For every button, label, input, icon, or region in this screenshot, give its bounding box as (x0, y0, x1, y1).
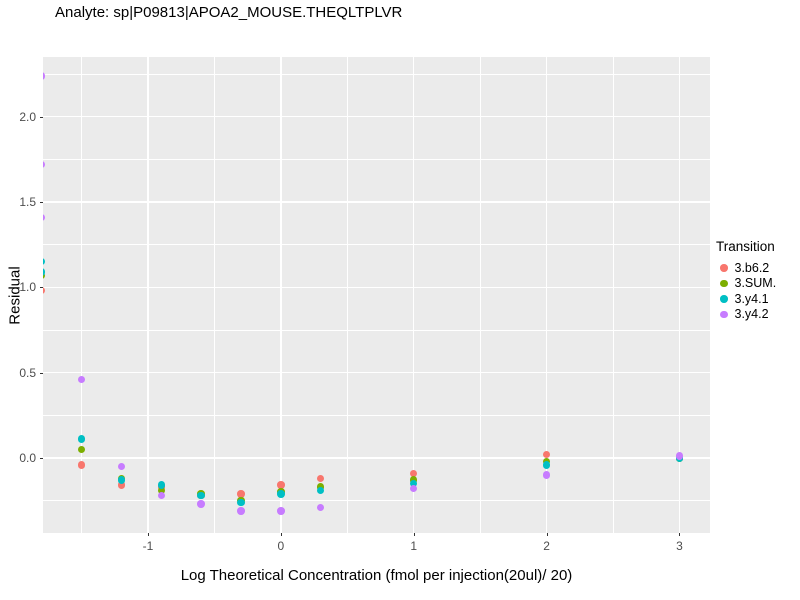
data-point (316, 503, 325, 512)
y-minor-gridline (43, 73, 710, 75)
data-point (197, 500, 205, 508)
y-tick-mark (40, 287, 43, 289)
chart-title: Analyte: sp|P09813|APOA2_MOUSE.THEQLTPLV… (55, 4, 403, 21)
x-tick-mark (280, 533, 282, 536)
y-axis-title: Residual (6, 266, 24, 325)
legend-item: 3.y4.2 (716, 307, 776, 323)
y-tick-mark (40, 372, 43, 374)
data-point (542, 461, 551, 469)
y-minor-gridline (43, 244, 710, 245)
data-point (157, 481, 165, 489)
data-point (237, 498, 245, 507)
legend-items: 3.b6.2 3.SUM. 3.y4.1 3.y4.2 (716, 260, 776, 322)
data-point (277, 481, 285, 489)
legend-item-label: 3.b6.2 (734, 260, 770, 275)
y-major-gridline (43, 286, 710, 288)
data-point (117, 476, 126, 484)
data-point (77, 375, 86, 384)
data-point (117, 481, 126, 489)
data-point (117, 462, 126, 471)
legend-item: 3.b6.2 (716, 260, 776, 276)
x-tick-mark (413, 533, 415, 536)
y-tick-label: 0.5 (19, 365, 36, 380)
x-tick-label: 1 (410, 539, 418, 553)
x-minor-gridline (346, 57, 348, 533)
y-tick-label: 2.0 (19, 109, 36, 124)
x-major-gridline (147, 57, 149, 533)
data-point (43, 286, 46, 295)
legend-swatch (720, 279, 728, 287)
data-point (409, 484, 418, 493)
legend-swatch (720, 264, 728, 272)
data-point (43, 257, 46, 266)
legend-title: Transition (716, 239, 775, 254)
data-point (77, 435, 86, 443)
data-point (43, 268, 46, 276)
plot-panel (43, 57, 710, 533)
data-point (157, 491, 165, 500)
data-point (77, 445, 86, 454)
legend-swatch (720, 295, 728, 303)
legend-item: 3.y4.1 (716, 291, 776, 307)
data-point (316, 474, 325, 483)
y-major-gridline (43, 371, 710, 374)
legend-item-label: 3.y4.2 (734, 307, 769, 322)
x-axis-title: Log Theoretical Concentration (fmol per … (180, 567, 573, 584)
legend: Transition 3.b6.2 3.SUM. 3.y4.1 3.y4.2 (716, 239, 776, 322)
y-minor-gridline (43, 414, 710, 416)
y-minor-gridline (43, 159, 710, 160)
y-major-gridline (43, 116, 710, 118)
x-major-gridline (280, 57, 282, 533)
data-point (316, 486, 325, 495)
x-minor-gridline (81, 57, 82, 533)
x-minor-gridline (479, 57, 481, 533)
data-point (197, 491, 205, 500)
x-tick-mark (546, 533, 548, 536)
data-point (277, 490, 285, 498)
x-major-gridline (413, 57, 415, 533)
data-point (542, 471, 551, 479)
y-tick-mark (40, 202, 43, 204)
x-tick-mark (147, 533, 149, 536)
x-tick-label: 3 (676, 539, 683, 553)
legend-item-label: 3.SUM. (734, 276, 777, 291)
data-point (409, 469, 418, 478)
data-point (277, 507, 285, 515)
y-minor-gridline (43, 329, 710, 331)
data-point (43, 72, 46, 80)
y-tick-mark (40, 457, 43, 459)
y-tick-mark (40, 116, 43, 118)
data-point (77, 461, 86, 469)
x-tick-label: 2 (543, 539, 550, 553)
y-tick-label: 1.0 (19, 280, 36, 295)
data-point (43, 213, 46, 222)
x-major-gridline (678, 57, 681, 533)
y-tick-label: 0.0 (19, 450, 36, 465)
data-point (237, 490, 245, 498)
data-point (43, 271, 46, 280)
y-major-gridline (43, 457, 710, 459)
x-major-gridline (545, 57, 548, 533)
legend-swatch (720, 310, 728, 318)
x-tick-mark (679, 533, 681, 536)
x-minor-gridline (612, 57, 614, 533)
x-minor-gridline (214, 57, 215, 533)
data-point (409, 479, 418, 488)
x-tick-label: -1 (142, 539, 154, 553)
legend-item: 3.SUM. (716, 276, 776, 292)
y-minor-gridline (43, 500, 710, 501)
y-major-gridline (43, 201, 710, 203)
x-tick-label: 0 (277, 539, 285, 553)
data-point (43, 160, 46, 169)
data-point (675, 452, 684, 460)
data-point (157, 486, 165, 495)
data-point (237, 507, 245, 515)
data-point (542, 450, 551, 459)
y-tick-label: 1.5 (19, 195, 36, 210)
legend-item-label: 3.y4.1 (734, 291, 769, 306)
